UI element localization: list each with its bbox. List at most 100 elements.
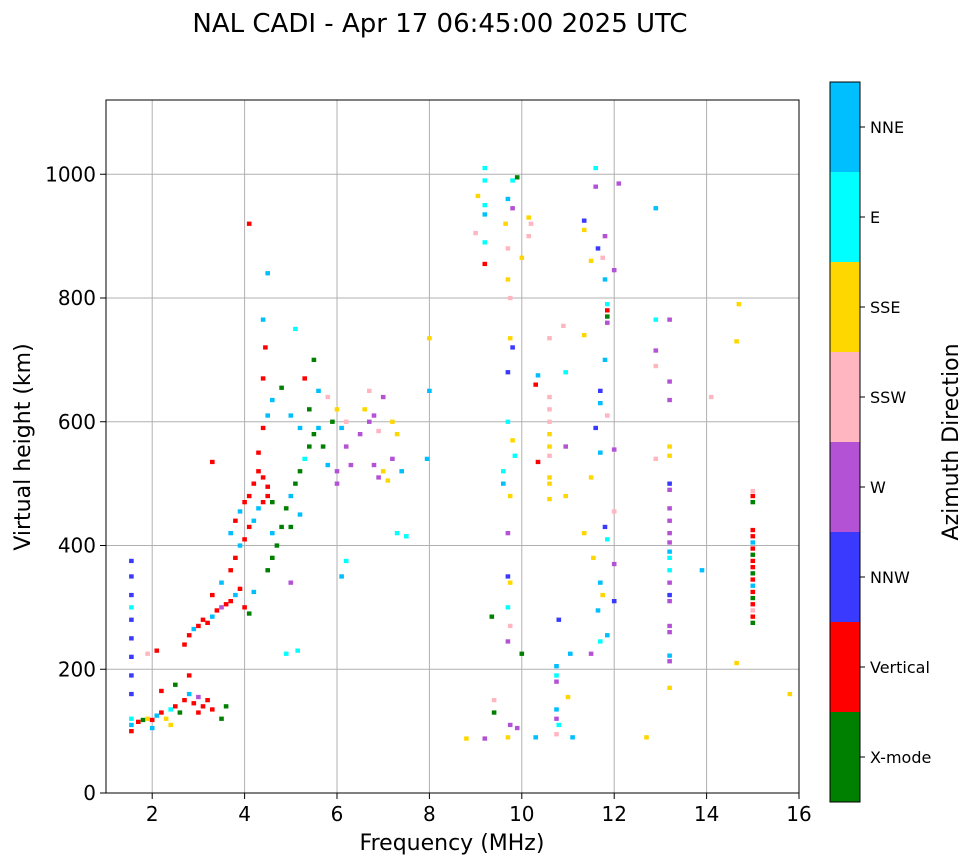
data-point [653,363,659,369]
data-point [554,707,559,712]
data-point [611,509,617,514]
data-point [667,599,672,604]
data-point [593,184,598,189]
data-point [667,518,672,523]
data-point [507,580,513,585]
data-point [129,574,134,579]
data-point [667,580,672,585]
data-point [288,493,294,499]
data-point [376,475,381,480]
colorbar: X-mode Vertical NNW W SSW SSE E NNE [829,81,931,803]
data-point [260,376,266,381]
data-point [154,648,160,653]
data-point [510,206,515,211]
data-point [205,620,210,625]
data-point [251,518,257,523]
data-point [283,651,289,656]
data-point [334,481,340,486]
data-point [279,385,284,390]
data-point [667,379,672,384]
data-point [237,543,243,548]
data-point [667,531,672,536]
colorbar-segment [830,442,860,532]
data-point [514,175,520,180]
x-tick-label: 4 [238,802,251,826]
data-point [750,488,756,494]
data-point [501,469,506,474]
data-point [750,565,756,570]
data-point [616,181,622,186]
data-point [424,456,430,461]
data-point [297,469,303,474]
data-point [611,447,617,452]
data-point [547,432,552,437]
data-point [339,425,344,431]
data-point [325,394,331,400]
data-point [556,617,562,622]
data-point [507,336,513,341]
data-point [330,419,335,424]
y-tick-label: 800 [58,286,96,310]
data-point [667,453,672,458]
data-point [394,432,400,437]
data-point [605,308,610,313]
data-point [320,444,326,449]
data-point [514,725,520,731]
data-point [708,394,714,400]
data-point [371,413,377,418]
data-point [219,605,224,610]
data-point [667,592,672,598]
data-point [168,707,173,712]
data-point [348,462,354,468]
data-point [129,729,134,734]
data-point [316,425,321,431]
colorbar-segment [830,352,860,442]
data-point [482,165,488,171]
data-point [750,614,756,619]
data-point [191,701,197,706]
data-point [535,459,541,465]
data-point [149,725,155,731]
data-point [563,493,568,499]
data-point [699,568,705,573]
data-point [380,469,386,474]
data-point [270,531,275,536]
data-point [734,339,739,344]
data-point [279,524,284,530]
data-point [182,642,187,647]
data-point [482,203,488,208]
data-point [568,651,573,656]
data-point [390,456,395,461]
data-point [526,215,531,220]
data-point [667,397,672,403]
data-point [588,258,594,263]
y-axis-ticks: 0 200 400 600 800 1000 [45,162,106,805]
data-point [362,407,367,412]
data-point [667,481,672,486]
colorbar-tick-label: Vertical [870,658,930,677]
data-point [667,555,672,560]
data-point [667,549,672,554]
data-point [600,255,605,260]
data-point [667,540,672,545]
data-point [667,630,672,635]
data-point [547,419,552,424]
data-point [593,425,598,431]
data-point [475,193,481,199]
data-point [565,694,571,700]
data-point [129,673,134,678]
data-point [302,376,307,381]
data-point [233,555,238,560]
data-point [145,716,150,721]
data-point [598,580,603,585]
data-point [750,589,756,595]
data-point [260,317,266,322]
data-point [288,580,294,585]
data-point [129,592,134,598]
data-point [427,388,432,393]
data-point [605,302,610,307]
data-point [554,679,559,684]
colorbar-tick-label: X-mode [870,748,931,767]
data-point [482,212,488,217]
